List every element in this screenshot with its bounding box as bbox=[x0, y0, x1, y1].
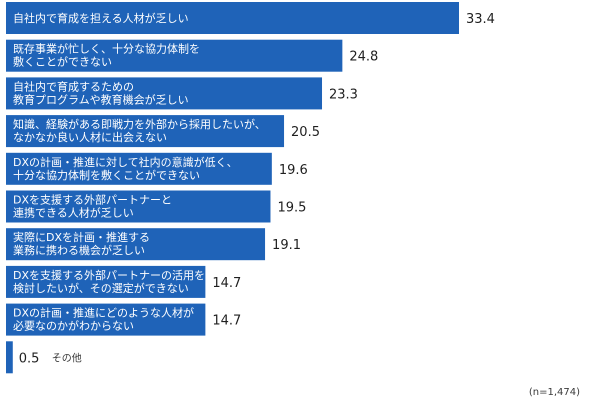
bar bbox=[6, 152, 272, 185]
bar bbox=[6, 115, 285, 148]
bar-category-label: 既存事業が忙しく、十分な協力体制を敷くことができない bbox=[13, 42, 200, 69]
bar-row: DXの計画・推進にどのような人材が必要なのかがわからない 14.7 bbox=[6, 303, 241, 336]
bar-row: 実際にDXを計画・推進する業務に携わる機会が乏しい 19.1 bbox=[6, 228, 301, 261]
bar-value-label: 24.8 bbox=[349, 50, 378, 65]
bar-value-label: 23.3 bbox=[329, 87, 358, 102]
bar bbox=[6, 228, 266, 261]
bar bbox=[6, 303, 206, 336]
bar bbox=[6, 190, 271, 223]
bar-category-label: 自社内で育成を担える人材が乏しい bbox=[13, 11, 189, 25]
bar-value-label: 19.6 bbox=[279, 163, 308, 178]
bar-row: 自社内で育成を担える人材が乏しい 33.4 bbox=[6, 2, 495, 34]
bar-row: DXを支援する外部パートナーの活用を検討したいが、その選定ができない 14.7 bbox=[6, 265, 241, 298]
bar-category-label: DXの計画・推進に対して社内の意識が低く、十分な協力体制を敷くことができない bbox=[13, 155, 238, 182]
bar-row: DXを支援する外部パートナーと連携できる人材が乏しい 19.5 bbox=[6, 190, 306, 223]
bar-category-label: 自社内で育成するための教育プログラムや教育機会が乏しい bbox=[13, 79, 189, 106]
bar-value-label: 19.5 bbox=[277, 201, 306, 216]
bar-category-label: その他 bbox=[52, 351, 82, 364]
bar bbox=[6, 265, 206, 298]
bar-category-label: DXの計画・推進にどのような人材が必要なのかがわからない bbox=[13, 306, 194, 333]
bar-category-label: DXを支援する外部パートナーと連携できる人材が乏しい bbox=[13, 193, 172, 220]
bar-value-label: 0.5 bbox=[19, 351, 40, 366]
bar bbox=[6, 2, 459, 34]
bar-category-label: 実際にDXを計画・推進する業務に携わる機会が乏しい bbox=[13, 230, 150, 257]
bar-category-label: 知識、経験がある即戦力を外部から採用したいが、なかなか良い人材に出会えない bbox=[13, 117, 266, 144]
bar-row: 既存事業が忙しく、十分な協力体制を敷くことができない 24.8 bbox=[6, 39, 378, 72]
bar-value-label: 33.4 bbox=[466, 12, 495, 27]
bar-row: 自社内で育成するための教育プログラムや教育機会が乏しい 23.3 bbox=[6, 77, 358, 110]
sample-size-note: (n=1,474) bbox=[528, 387, 580, 398]
bar-value-label: 20.5 bbox=[291, 125, 320, 140]
bar-value-label: 19.1 bbox=[272, 238, 301, 253]
bar-row: 0.5 その他 bbox=[6, 341, 82, 374]
bar bbox=[6, 341, 13, 374]
bar-value-label: 14.7 bbox=[212, 276, 241, 291]
bar-value-label: 14.7 bbox=[212, 314, 241, 329]
bar-row: 知識、経験がある即戦力を外部から採用したいが、なかなか良い人材に出会えない 20.… bbox=[6, 115, 320, 148]
bar bbox=[6, 39, 343, 72]
bar-category-label: DXを支援する外部パートナーの活用を検討したいが、その選定ができない bbox=[13, 268, 205, 295]
bar bbox=[6, 77, 323, 110]
bar-row: DXの計画・推進に対して社内の意識が低く、十分な協力体制を敷くことができない 19… bbox=[6, 152, 308, 185]
